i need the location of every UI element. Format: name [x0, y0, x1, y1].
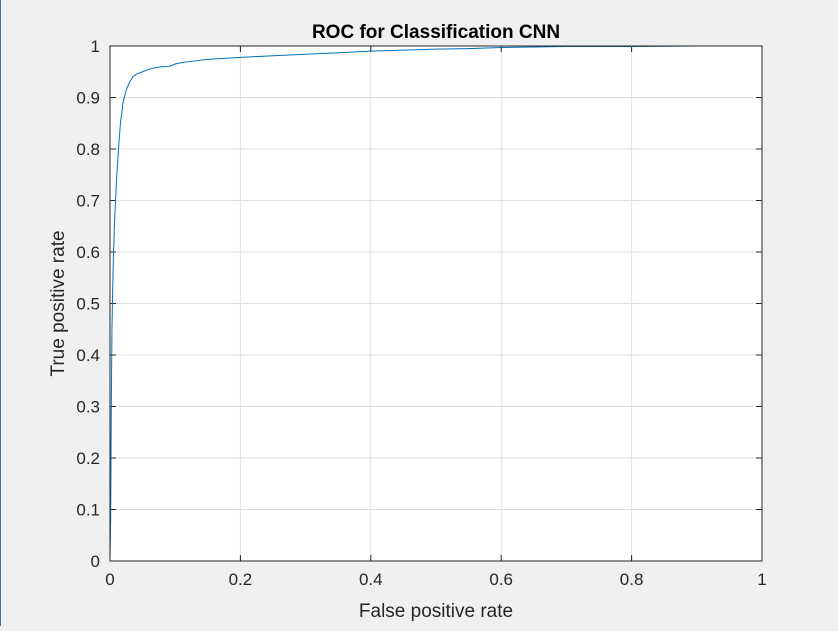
series-group: [109, 45, 762, 562]
y-tick-label: 0.8: [76, 140, 100, 159]
y-tick-label: 0.2: [76, 449, 100, 468]
x-tick-label: 0.2: [229, 570, 253, 589]
grid: [110, 46, 762, 561]
y-tick-label: 0.4: [76, 346, 100, 365]
y-tick-label: 0.3: [76, 398, 100, 417]
x-tick-label: 1: [757, 570, 766, 589]
y-tick-label: 0.5: [76, 295, 100, 314]
y-tick-label: 0: [91, 552, 100, 571]
y-tick-label: 0.6: [76, 243, 100, 262]
x-tick-label: 0: [105, 570, 114, 589]
x-tick-label: 0.8: [620, 570, 644, 589]
y-tick-labels: 0 0.1 0.2 0.3 0.4 0.5 0.6 0.7 0.8 0.9 1: [76, 37, 100, 571]
x-axis-label: False positive rate: [359, 601, 513, 622]
y-tick-label: 0.7: [76, 192, 100, 211]
y-tick-label: 0.9: [76, 89, 100, 108]
x-tick-label: 0.4: [359, 570, 383, 589]
x-tick-label: 0.6: [489, 570, 513, 589]
y-tick-label: 0.1: [76, 501, 100, 520]
y-axis-label: True positive rate: [48, 230, 69, 376]
roc-curve: [109, 45, 762, 562]
x-tick-labels: 0 0.2 0.4 0.6 0.8 1: [105, 570, 766, 589]
y-tick-label: 1: [91, 37, 100, 56]
plot-border: [109, 45, 763, 562]
chart-title: ROC for Classification CNN: [312, 22, 560, 43]
